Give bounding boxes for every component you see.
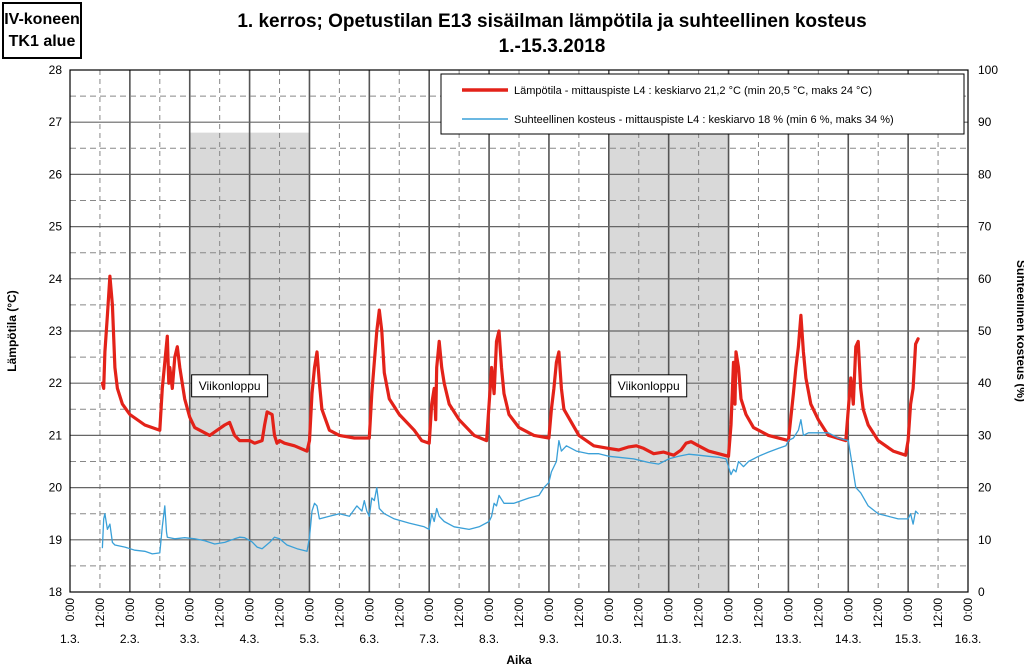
y-left-tick-label: 25 [49,220,63,234]
y-right-tick-label: 70 [978,220,992,234]
x-time-tick-labels: 0:00 12:00 0:00 12:00 0:00 12:00 0:00 12:00 0:00… [63,598,975,628]
weekend-label-box [191,374,269,398]
x-date-label: 4.3. [240,632,260,646]
x-time-tick-label: 12:00 [273,598,287,628]
y-right-tick-label: 20 [978,481,992,495]
plot-frame [69,69,969,593]
y-right-tick-label: 60 [978,272,992,286]
y-left-tick-label: 28 [49,63,63,77]
weekend-label-box [610,374,688,398]
x-time-tick-label: 12:00 [153,598,167,628]
x-date-label: 14.3. [835,632,862,646]
y-right-tick-labels: 0 10 20 30 40 50 60 70 80 90 100 [978,63,998,599]
y-left-axis-label: Lämpötila (°C) [5,290,19,371]
y-right-tick-label: 90 [978,115,992,129]
x-date-label: 2.3. [120,632,140,646]
x-time-tick-label: 12:00 [392,598,406,628]
x-time-tick-label: 12:00 [332,598,346,628]
x-time-tick-label: 12:00 [452,598,466,628]
x-date-label: 13.3. [775,632,802,646]
y-right-tick-label: 10 [978,533,992,547]
x-time-tick-label: 0:00 [183,598,197,622]
y-right-tick-label: 40 [978,376,992,390]
x-time-tick-label: 0:00 [303,598,317,622]
y-left-tick-label: 24 [49,272,63,286]
weekend-label-text: Viikonloppu [199,379,261,393]
weekend-label-text: Viikonloppu [618,379,680,393]
x-date-label: 10.3. [595,632,622,646]
x-time-tick-label: 12:00 [632,598,646,628]
y-left-tick-labels: 18 19 20 21 22 23 24 25 26 27 28 [49,63,63,599]
x-date-label: 8.3. [479,632,499,646]
x-time-tick-label: 12:00 [213,598,227,628]
y-left-tick-label: 19 [49,533,63,547]
legend-entry-humidity: Suhteellinen kosteus - mittauspiste L4 :… [514,114,894,126]
x-date-labels: 1.3. 2.3. 3.3. 4.3. 5.3. 6.3. 7.3. 8.3. 9.3. 10.3… [60,632,981,646]
y-left-tick-label: 26 [49,167,63,181]
series-temperature-line [100,274,920,458]
x-time-tick-label: 0:00 [961,598,975,622]
x-time-tick-label: 0:00 [722,598,736,622]
series: Viikonloppu Viikonloppu [100,274,920,555]
x-time-tick-label: 0:00 [362,598,376,622]
x-date-label: 15.3. [895,632,922,646]
corner-label-line2: TK1 alue [8,32,76,50]
x-time-tick-label: 0:00 [542,598,556,622]
x-time-tick-label: 0:00 [482,598,496,622]
y-left-tick-label: 23 [49,324,63,338]
series-humidity-line [101,419,919,555]
x-time-tick-label: 12:00 [93,598,107,628]
x-time-tick-label: 0:00 [123,598,137,622]
x-time-tick-label: 12:00 [871,598,885,628]
x-time-tick-label: 0:00 [63,598,77,622]
legend-entry-temperature: Lämpötila - mittauspiste L4 : keskiarvo … [514,85,872,97]
x-date-label: 16.3. [955,632,982,646]
x-time-tick-label: 12:00 [752,598,766,628]
y-right-tick-label: 80 [978,167,992,181]
weekend-label-1: Viikonloppu [610,374,688,398]
legend: Lämpötila - mittauspiste L4 : keskiarvo … [440,73,965,135]
y-left-tick-label: 27 [49,115,63,129]
y-left-tick-label: 21 [49,428,63,442]
x-time-tick-label: 0:00 [602,598,616,622]
x-time-tick-label: 0:00 [422,598,436,622]
y-left-tick-label: 20 [49,481,63,495]
x-date-label: 7.3. [419,632,439,646]
x-time-tick-label: 0:00 [901,598,915,622]
y-left-tick-label: 22 [49,376,63,390]
x-time-tick-label: 12:00 [692,598,706,628]
y-left-tick-label: 18 [49,585,63,599]
x-time-tick-label: 0:00 [662,598,676,622]
x-time-tick-label: 12:00 [512,598,526,628]
corner-label-line1: IV-koneen [4,10,80,28]
x-time-tick-label: 0:00 [781,598,795,622]
x-date-label: 9.3. [539,632,559,646]
chart-subtitle: 1.-15.3.2018 [499,36,606,57]
x-time-tick-label: 12:00 [572,598,586,628]
x-time-tick-label: 0:00 [243,598,257,622]
y-right-tick-label: 50 [978,324,992,338]
grid [70,70,968,592]
y-right-tick-label: 100 [978,63,998,77]
x-date-label: 3.3. [180,632,200,646]
y-right-axis-label: Suhteellinen kosteus (%) [1014,260,1024,402]
x-date-label: 1.3. [60,632,80,646]
chart-title: 1. kerros; Opetustilan E13 sisäilman läm… [237,11,866,32]
x-time-tick-label: 12:00 [811,598,825,628]
y-right-tick-label: 0 [978,585,985,599]
y-right-tick-label: 30 [978,428,992,442]
x-date-label: 12.3. [715,632,742,646]
legend-box [440,73,965,135]
x-date-label: 6.3. [359,632,379,646]
x-date-label: 5.3. [299,632,319,646]
weekend-label-0: Viikonloppu [191,374,269,398]
x-date-label: 11.3. [656,632,682,646]
x-time-tick-label: 0:00 [841,598,855,622]
corner-label-box: IV-koneen TK1 alue [2,2,82,59]
x-axis-label: Aika [506,653,532,667]
x-time-tick-label: 12:00 [931,598,945,628]
